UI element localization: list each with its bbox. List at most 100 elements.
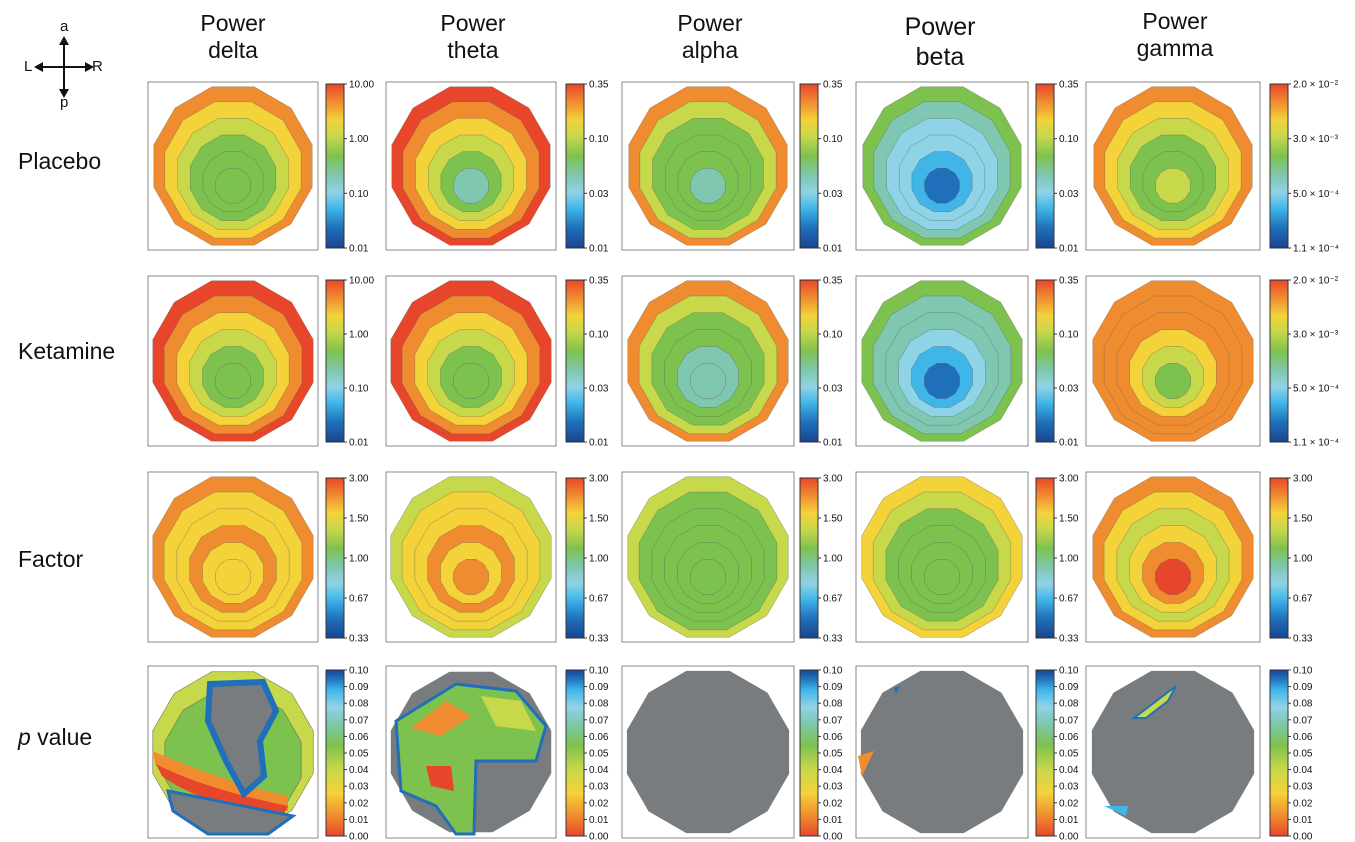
topomap-factor-delta	[147, 471, 319, 643]
compass-arrows-icon	[34, 36, 94, 98]
colorbar-tick-label: 1.00	[349, 134, 369, 145]
column-title-line2: delta	[208, 37, 258, 63]
colorbar-gradient	[325, 83, 345, 249]
contour-band	[1104, 806, 1128, 816]
colorbar-factor-alpha: 3.00 1.50 1.00 0.67 0.33	[799, 474, 843, 645]
colorbar-tick-label: 0.09	[823, 682, 843, 693]
colorbar-tick-label: 0.02	[349, 798, 369, 809]
colorbar-tick-label: 0.67	[589, 594, 609, 605]
contour-band	[858, 751, 874, 776]
topomap-pvalue-delta	[147, 665, 319, 839]
colorbar-tick-label: 0.03	[589, 782, 609, 793]
colorbar-tick-label: 0.67	[823, 594, 843, 605]
colorbar-placebo-beta: 0.35 0.10 0.03 0.01	[1035, 80, 1079, 255]
colorbar-tick-label: 0.07	[1293, 715, 1313, 726]
topomap-placebo-gamma	[1085, 81, 1261, 251]
colorbar-tick-label: 0.05	[823, 749, 843, 760]
contour-band	[1155, 559, 1191, 595]
colorbar-tick-label: 0.01	[349, 815, 369, 826]
topomap-factor-beta	[855, 471, 1029, 643]
colorbar-tick-label: 0.67	[349, 594, 369, 605]
colorbar-tick-label: 0.01	[589, 815, 609, 826]
colorbar-tick-label: 0.04	[1293, 765, 1313, 776]
colorbar-pvalue-theta: 0.10 0.09 0.08 0.07 0.06 0.05 0.04 0.03 0.02 0.01…	[565, 666, 609, 842]
colorbar-tick-label: 0.07	[349, 715, 369, 726]
masked-region	[860, 670, 1024, 834]
colorbar-tick-label: 0.35	[1059, 276, 1079, 287]
colorbar-tick-label: 0.00	[1059, 832, 1079, 842]
colorbar-tick-label: 0.03	[589, 384, 609, 395]
colorbar-factor-theta: 3.00 1.50 1.00 0.67 0.33	[565, 474, 609, 645]
colorbar-gradient	[565, 477, 585, 639]
colorbar-tick-label: 0.05	[589, 749, 609, 760]
colorbar-tick-label: 0.00	[1293, 832, 1313, 842]
contour-band	[924, 363, 960, 399]
masked-region	[1091, 670, 1255, 834]
colorbar-tick-label: 0.06	[1293, 732, 1313, 743]
colorbar-gradient	[799, 669, 819, 837]
colorbar-tick-label: 0.08	[1059, 699, 1079, 710]
colorbar-tick-label: 10.00	[349, 276, 374, 287]
contour-band	[924, 559, 960, 595]
colorbar-tick-label: 0.08	[823, 699, 843, 710]
topomap-factor-theta	[385, 471, 557, 643]
topomap-ketamine-gamma	[1085, 275, 1261, 447]
colorbar-tick-label: 5.0 × 10⁻⁴	[1293, 189, 1339, 200]
contour-band	[215, 363, 251, 399]
colorbar-tick-label: 0.10	[349, 666, 369, 677]
colorbar-tick-label: 1.00	[589, 554, 609, 565]
colorbar-tick-label: 0.35	[823, 276, 843, 287]
colorbar-tick-label: 0.33	[589, 634, 609, 645]
colorbar-tick-label: 0.00	[349, 832, 369, 842]
column-title-line2: gamma	[1136, 35, 1214, 61]
colorbar-tick-label: 2.0 × 10⁻²	[1293, 80, 1339, 91]
colorbar-placebo-delta: 10.00 1.00 0.10 0.01	[325, 80, 374, 255]
contour-band	[1155, 363, 1191, 399]
colorbar-tick-label: 1.00	[349, 330, 369, 341]
colorbar-tick-label: 1.1 × 10⁻⁴	[1293, 438, 1339, 449]
colorbar-placebo-alpha: 0.35 0.10 0.03 0.01	[799, 80, 843, 255]
colorbar-tick-label: 0.09	[1293, 682, 1313, 693]
colorbar-tick-label: 0.10	[349, 189, 369, 200]
colorbar-tick-label: 5.0 × 10⁻⁴	[1293, 384, 1339, 395]
compass-posterior-label: p	[60, 94, 69, 111]
colorbar-gradient	[1035, 477, 1055, 639]
row-label-pvalue-rest: value	[30, 724, 93, 750]
colorbar-tick-label: 0.03	[1059, 782, 1079, 793]
compass-anterior-label: a	[60, 18, 69, 35]
colorbar-tick-label: 0.08	[589, 699, 609, 710]
colorbar-tick-label: 0.03	[1293, 782, 1313, 793]
colorbar-tick-label: 0.07	[589, 715, 609, 726]
row-label-pvalue-italic: p	[18, 724, 31, 750]
colorbar-gradient	[1269, 279, 1289, 443]
colorbar-tick-label: 0.05	[1293, 749, 1313, 760]
colorbar-tick-label: 0.08	[349, 699, 369, 710]
masked-region	[165, 789, 297, 836]
colorbar-tick-label: 1.00	[1059, 554, 1079, 565]
topomap-placebo-beta	[855, 81, 1029, 251]
colorbar-tick-label: 0.33	[1059, 634, 1079, 645]
contour-band	[690, 168, 726, 204]
column-title-line1: Power	[677, 10, 743, 36]
contour-band	[453, 168, 489, 204]
topomap-placebo-delta	[147, 81, 319, 251]
colorbar-tick-label: 0.06	[823, 732, 843, 743]
colorbar-tick-label: 0.33	[823, 634, 843, 645]
colorbar-tick-label: 0.01	[349, 244, 369, 255]
colorbar-pvalue-delta: 0.10 0.09 0.08 0.07 0.06 0.05 0.04 0.03 0.02 0.01…	[325, 666, 369, 842]
colorbar-tick-label: 0.35	[823, 80, 843, 91]
colorbar-tick-label: 0.10	[1059, 666, 1079, 677]
column-title-line2: beta	[915, 43, 965, 71]
colorbar-gradient	[565, 279, 585, 443]
colorbar-tick-label: 0.06	[589, 732, 609, 743]
colorbar-tick-label: 0.01	[589, 438, 609, 449]
colorbar-gradient	[799, 83, 819, 249]
column-title-line1: Power	[1142, 8, 1208, 34]
contour-band	[152, 751, 288, 811]
colorbar-tick-label: 0.10	[589, 666, 609, 677]
colorbar-tick-label: 0.01	[1059, 815, 1079, 826]
colorbar-tick-label: 0.05	[349, 749, 369, 760]
colorbar-tick-label: 0.33	[1293, 634, 1313, 645]
colorbar-ketamine-alpha: 0.35 0.10 0.03 0.01	[799, 276, 843, 449]
